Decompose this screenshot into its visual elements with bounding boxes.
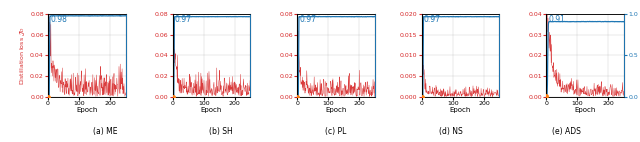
Text: 0.91: 0.91 — [548, 15, 565, 24]
X-axis label: Epoch: Epoch — [574, 107, 596, 113]
Text: 0.97: 0.97 — [175, 15, 192, 24]
X-axis label: Epoch: Epoch — [76, 107, 98, 113]
X-axis label: Epoch: Epoch — [325, 107, 347, 113]
X-axis label: Epoch: Epoch — [450, 107, 471, 113]
Text: (a) ME: (a) ME — [93, 127, 118, 136]
X-axis label: Epoch: Epoch — [201, 107, 222, 113]
Text: 0.98: 0.98 — [50, 15, 67, 24]
Text: 0.97: 0.97 — [424, 15, 441, 24]
Text: (b) SH: (b) SH — [209, 127, 233, 136]
Text: (c) PL: (c) PL — [325, 127, 347, 136]
Y-axis label: Distillation loss $\mathcal{J}_D$: Distillation loss $\mathcal{J}_D$ — [19, 26, 28, 85]
Text: (e) ADS: (e) ADS — [552, 127, 581, 136]
Text: 0.97: 0.97 — [300, 15, 316, 24]
Text: (d) NS: (d) NS — [439, 127, 463, 136]
